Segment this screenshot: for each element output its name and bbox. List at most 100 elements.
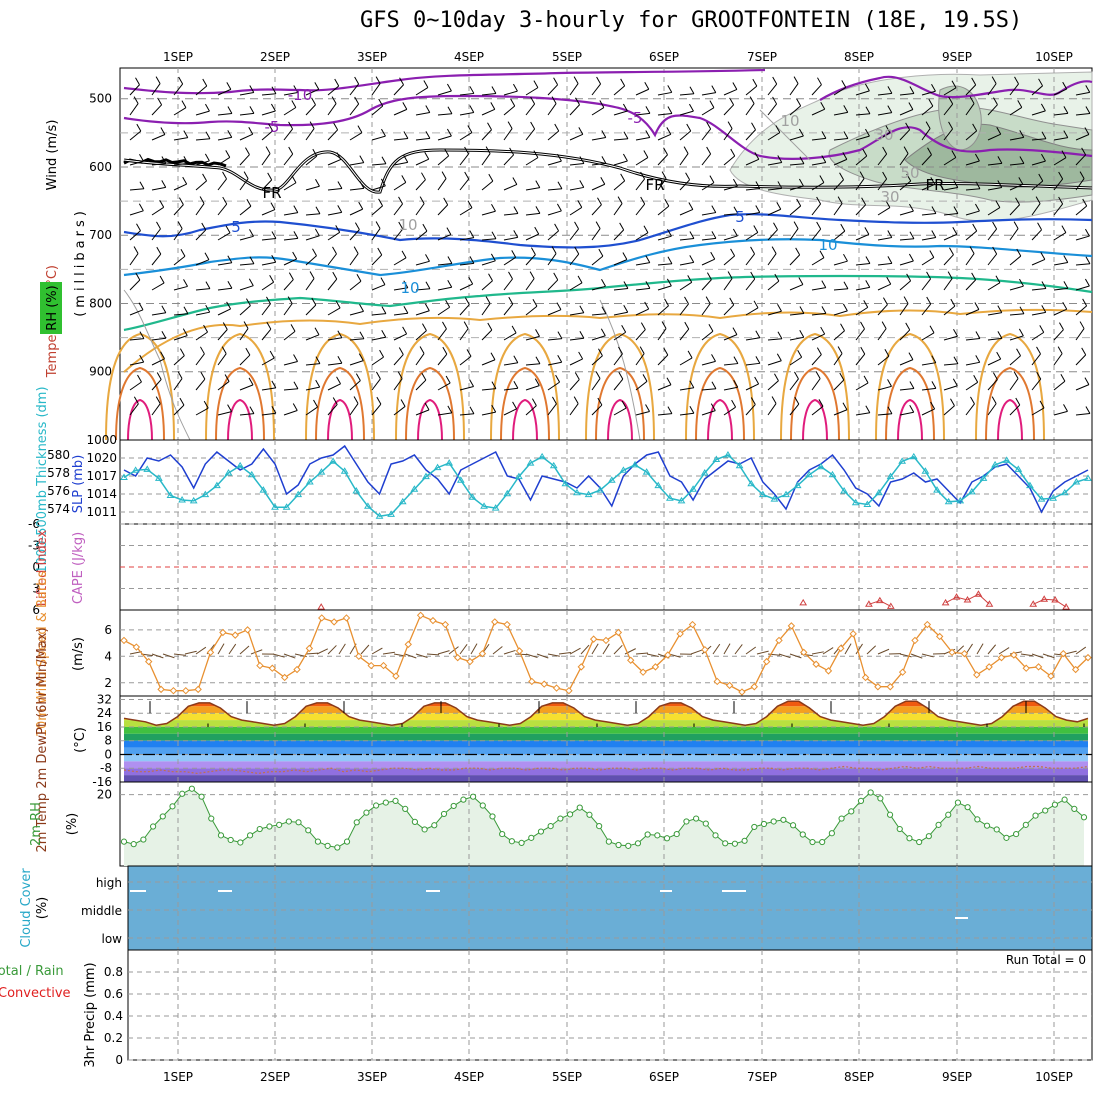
wind-barb-feather: [314, 82, 320, 90]
wind-barb-feather: [178, 197, 184, 205]
wind-barb-feather: [821, 131, 827, 139]
surface-wind-barb: [459, 644, 468, 655]
wind-barb: [1075, 285, 1090, 291]
thickness-point: [456, 476, 465, 483]
wind-barb: [701, 303, 711, 316]
wind-barb: [569, 282, 583, 291]
rh-point: [945, 811, 952, 818]
wind-speed-point: [886, 683, 894, 691]
wind-barb-feather: [311, 97, 316, 105]
wind-barb-feather: [752, 78, 758, 87]
wind-barb: [679, 261, 694, 266]
wind-barb-feather: [204, 153, 210, 162]
wind-barb: [415, 260, 430, 266]
wind-barb: [349, 360, 364, 366]
wind-barb: [767, 310, 782, 316]
thickness-point: [665, 494, 674, 501]
wind-speed-series: [120, 611, 1092, 696]
thickness-point: [851, 498, 860, 506]
wind-barb-feather: [774, 273, 780, 282]
wind-barb-feather: [469, 379, 474, 387]
thickness-point: [247, 470, 256, 478]
wind-barb-feather: [403, 131, 409, 139]
wind-barb: [679, 412, 694, 416]
wind-barb: [833, 379, 845, 391]
wind-barb: [129, 253, 139, 266]
surface-wind-barb: [965, 643, 973, 655]
wind-barb-feather: [997, 331, 1003, 339]
wind-barb: [855, 353, 866, 366]
wind-barb-feather: [421, 372, 427, 381]
rh-point: [722, 840, 729, 847]
wind-barb: [657, 354, 669, 366]
rh-point: [799, 831, 806, 838]
wind-barb-feather: [777, 155, 783, 163]
wind-barb: [745, 103, 755, 116]
wind-speed-point: [342, 614, 351, 622]
wind-barb: [283, 91, 298, 96]
wind-barb-feather: [445, 299, 451, 308]
wind-barb-feather: [727, 121, 733, 129]
thickness-point: [410, 485, 419, 492]
wind-speed-point: [651, 663, 660, 671]
wind-barb: [767, 338, 782, 341]
li-point: [952, 593, 961, 600]
wind-barb-feather: [1063, 255, 1069, 263]
wind-barb: [877, 178, 888, 191]
wind-barb-feather: [398, 196, 403, 205]
surface-wind-barb: [382, 651, 395, 655]
wind-barb: [987, 358, 1001, 366]
wind-barb-feather: [953, 180, 959, 188]
wind-barb-feather: [509, 147, 515, 156]
thickness-series: [120, 444, 1092, 519]
rh-point: [702, 820, 709, 827]
wind-barb-feather: [266, 296, 271, 305]
wind-barb-feather: [133, 396, 139, 405]
wind-barb-feather: [996, 351, 1002, 360]
surface-wind-barb: [855, 643, 863, 655]
wind-barb: [833, 260, 848, 266]
wind-barb: [239, 235, 254, 241]
wind-barb: [789, 205, 801, 216]
wind-barb: [349, 83, 360, 96]
surface-wind-barb: [767, 653, 780, 656]
wind-barb: [591, 404, 603, 416]
wind-barb: [679, 179, 690, 191]
wind-barb: [569, 253, 580, 266]
wind-barb-feather: [136, 123, 142, 132]
wind-barb-feather: [711, 381, 717, 390]
wind-barb-feather: [975, 355, 981, 363]
wind-barb-feather: [1059, 322, 1064, 330]
wind-barb: [371, 254, 383, 266]
wind-barb-feather: [733, 206, 739, 215]
wind-speed-point: [1084, 653, 1092, 662]
wind-barb: [723, 155, 736, 166]
wind-barb-feather: [600, 176, 606, 185]
slp-tick-label: 1011: [86, 505, 117, 519]
wind-barb-feather: [1081, 147, 1087, 156]
wind-barb: [635, 157, 649, 166]
wind-barb-feather: [221, 346, 227, 354]
wind-barb: [723, 255, 735, 266]
wind-barb: [371, 83, 381, 96]
rh-point: [276, 821, 283, 828]
wind-speed-point: [182, 687, 190, 695]
wind-speed-point: [256, 661, 264, 670]
wind-barb: [899, 109, 914, 116]
wind-barb-feather: [705, 296, 711, 304]
rh-point: [605, 838, 612, 845]
wind-barb: [833, 203, 843, 216]
wind-barb: [415, 330, 427, 341]
pressure-tick-label: 600: [89, 160, 112, 174]
wind-barb-feather: [839, 372, 845, 381]
wind-barb-feather: [859, 171, 865, 179]
wind-barb: [437, 263, 452, 266]
wind-speed-point: [145, 657, 153, 666]
li-tick-label: 6: [32, 603, 40, 617]
wind-barb-feather: [403, 155, 409, 163]
wind-barb-feather: [969, 246, 975, 254]
wind-barb-feather: [820, 101, 826, 110]
rh-point: [751, 823, 758, 831]
rh-point: [256, 825, 263, 833]
surface-wind-barb: [998, 647, 1010, 655]
